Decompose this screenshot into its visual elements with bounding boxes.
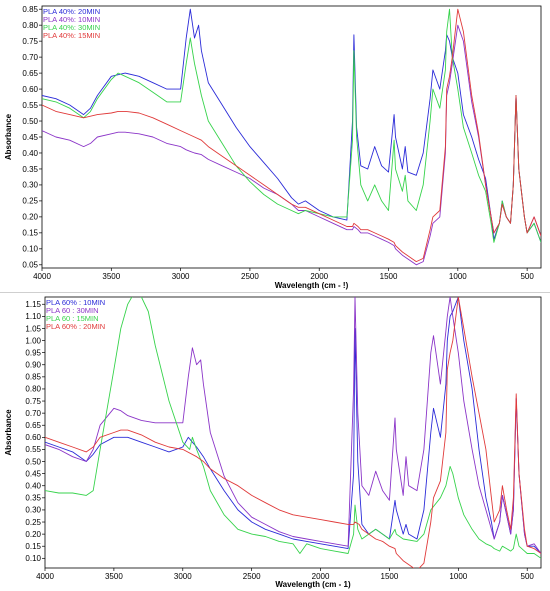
series-line-3 — [42, 8, 541, 243]
y-tick-label: 0.45 — [25, 469, 41, 478]
y-tick-label: 0.70 — [22, 53, 38, 62]
y-tick-label: 1.05 — [25, 324, 41, 333]
legend-entry-1: PLA 40%: 20MIN — [43, 7, 100, 16]
y-tick-label: 0.60 — [25, 433, 41, 442]
x-tick-label: 4000 — [33, 272, 51, 281]
x-tick-label: 2500 — [243, 572, 261, 581]
y-tick-label: 0.45 — [22, 133, 38, 142]
y-tick-label: 0.95 — [25, 348, 41, 357]
x-tick-label: 1000 — [449, 272, 467, 281]
series-group — [45, 297, 541, 568]
legend-entry-4: PLA 60% : 20MIN — [46, 322, 105, 331]
series-line-1 — [42, 8, 541, 243]
y-tick-label: 0.85 — [22, 5, 38, 14]
legend-entry-2: PLA 40%: 10MIN — [43, 15, 100, 24]
y-tick-label: 0.75 — [25, 397, 41, 406]
y-tick-label: 0.75 — [22, 37, 38, 46]
legend-entry-4: PLA 40%: 15MIN — [43, 31, 100, 40]
y-tick-label: 0.50 — [25, 457, 41, 466]
y-tick-label: 0.50 — [22, 117, 38, 126]
y-tick-label: 0.55 — [22, 101, 38, 110]
x-tick-label: 3500 — [105, 572, 123, 581]
x-tick-label: 2500 — [241, 272, 259, 281]
legend-entry-1: PLA 60% : 10MIN — [46, 298, 105, 307]
x-tick-label: 3000 — [172, 272, 190, 281]
series-line-3 — [45, 297, 541, 559]
x-tick-label: 500 — [521, 572, 535, 581]
y-tick-label: 0.20 — [22, 213, 38, 222]
y-tick-label: 0.85 — [25, 373, 41, 382]
y-tick-label: 0.80 — [25, 385, 41, 394]
y-tick-label: 0.15 — [22, 229, 38, 238]
x-tick-label: 4000 — [36, 572, 54, 581]
y-tick-label: 0.40 — [22, 149, 38, 158]
y-tick-label: 0.10 — [25, 554, 41, 563]
plot-area — [41, 5, 542, 269]
y-tick-label: 0.65 — [25, 421, 41, 430]
y-tick-label: 0.20 — [25, 530, 41, 539]
y-tick-label: 1.00 — [25, 336, 41, 345]
x-axis-title: Wavelength (cm - 1) — [275, 580, 351, 589]
y-tick-label: 0.55 — [25, 445, 41, 454]
x-axis-title: Wavelength (cm - !) — [275, 281, 349, 290]
x-tick-label: 500 — [520, 272, 534, 281]
y-tick-label: 0.90 — [25, 361, 41, 370]
y-tick-label: 0.30 — [22, 181, 38, 190]
series-line-4 — [42, 8, 541, 263]
y-tick-label: 0.30 — [25, 506, 41, 515]
x-tick-label: 3500 — [102, 272, 120, 281]
y-tick-label: 0.60 — [22, 85, 38, 94]
series-group — [42, 8, 541, 266]
series-line-2 — [45, 297, 541, 554]
legend-entry-3: PLA 40%: 30MIN — [43, 23, 100, 32]
x-tick-label: 2000 — [310, 272, 328, 281]
y-tick-label: 0.10 — [22, 245, 38, 254]
x-tick-label: 1000 — [449, 572, 467, 581]
ftir-chart-pla40: 0.05 0.10 0.15 0.20 0.25 0.30 0.35 0.40 0.45 0.50… — [4, 5, 542, 290]
series-line-4 — [45, 297, 541, 568]
x-tick-label: 2000 — [312, 572, 330, 581]
y-tick-label: 0.25 — [22, 197, 38, 206]
ftir-chart-pla60: 0.10 0.15 0.20 0.25 0.30 0.35 0.40 0.45 0.50 0.55… — [4, 296, 542, 589]
y-tick-label: 1.15 — [25, 300, 41, 309]
y-tick-label: 0.70 — [25, 409, 41, 418]
y-tick-label: 0.40 — [25, 482, 41, 491]
y-tick-label: 0.25 — [25, 518, 41, 527]
y-tick-label: 0.65 — [22, 69, 38, 78]
y-tick-label: 0.35 — [25, 494, 41, 503]
y-tick-label: 0.15 — [25, 542, 41, 551]
spectrum-panel-top: 0.05 0.10 0.15 0.20 0.25 0.30 0.35 0.40 0.45 0.50… — [0, 0, 550, 293]
x-tick-label: 3000 — [174, 572, 192, 581]
y-axis-title: Absorbance — [4, 409, 13, 456]
y-tick-label: 1.10 — [25, 312, 41, 321]
y-tick-label: 0.05 — [22, 261, 38, 270]
x-tick-label: 1500 — [381, 572, 399, 581]
legend-entry-3: PLA 60 : 15MIN — [46, 314, 99, 323]
y-tick-label: 0.35 — [22, 165, 38, 174]
y-tick-label: 0.80 — [22, 21, 38, 30]
plot-area — [44, 296, 542, 569]
x-tick-label: 1500 — [380, 272, 398, 281]
y-axis-title: Absorbance — [4, 113, 13, 160]
spectrum-panel-bottom: 0.10 0.15 0.20 0.25 0.30 0.35 0.40 0.45 0.50 0.55… — [0, 293, 550, 591]
legend-entry-2: PLA 60 : 30MIN — [46, 306, 99, 315]
